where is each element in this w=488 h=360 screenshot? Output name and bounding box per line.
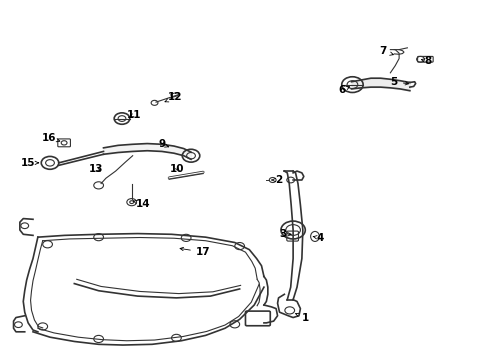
Text: 13: 13: [89, 163, 103, 174]
Text: 17: 17: [180, 247, 210, 257]
Text: 5: 5: [390, 77, 408, 87]
Text: 4: 4: [313, 233, 323, 243]
Text: 14: 14: [133, 199, 150, 209]
Text: 15: 15: [21, 158, 39, 168]
Text: 2: 2: [271, 175, 282, 185]
Text: 8: 8: [421, 57, 431, 66]
Text: 12: 12: [164, 92, 183, 102]
Text: 6: 6: [337, 85, 349, 95]
Text: 7: 7: [379, 46, 392, 57]
Text: 11: 11: [126, 110, 141, 120]
Text: 3: 3: [279, 229, 291, 239]
Text: 10: 10: [170, 163, 184, 174]
Text: 1: 1: [295, 312, 308, 323]
Text: 16: 16: [41, 133, 60, 143]
Text: 9: 9: [158, 139, 168, 149]
